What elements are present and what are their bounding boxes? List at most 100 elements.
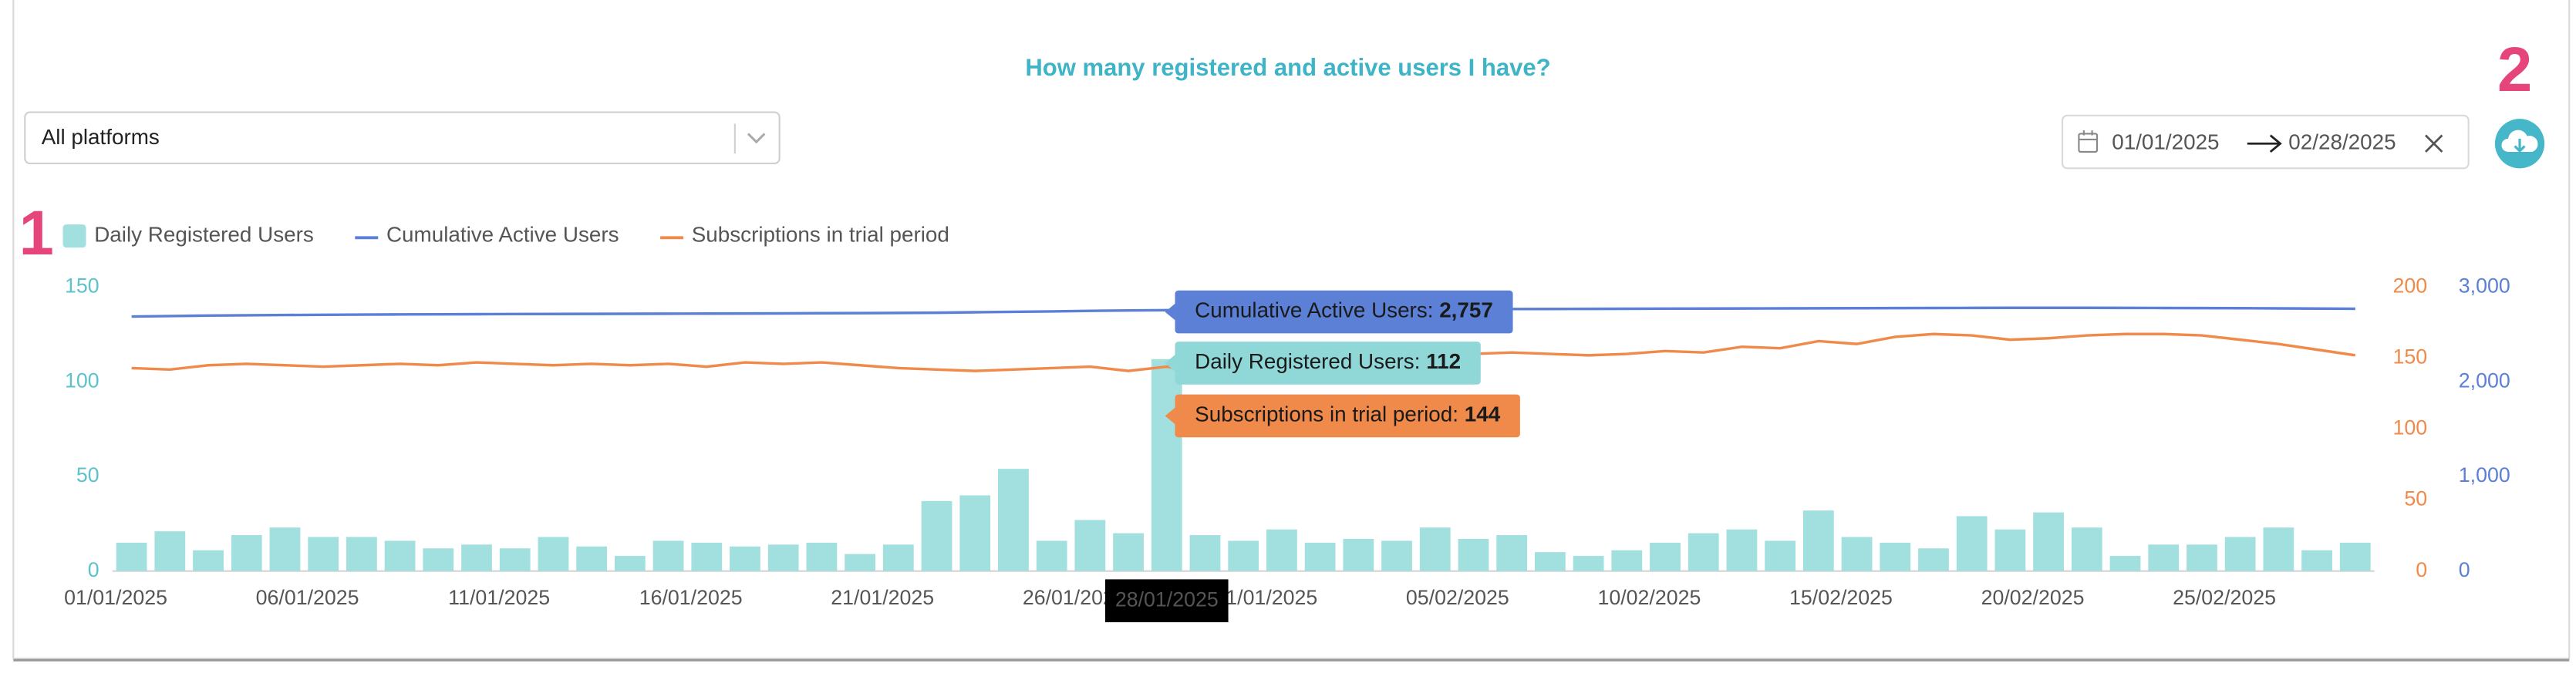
annotation-marker: 2 xyxy=(2497,35,2532,105)
clear-button[interactable] xyxy=(2425,134,2443,153)
tooltip-layer: Cumulative Active Users: 2,757 Daily Regi… xyxy=(1104,290,1520,623)
calendar-icon xyxy=(2078,130,2099,153)
tooltip-value: 112 xyxy=(1426,349,1461,373)
y-tick-label: 3,000 xyxy=(2459,274,2510,298)
bar xyxy=(2033,512,2064,571)
bar xyxy=(2071,527,2102,571)
bar xyxy=(576,546,608,571)
bar xyxy=(1611,550,1643,571)
y-tick-label: 1,000 xyxy=(2459,463,2510,486)
bar xyxy=(154,531,186,571)
bar xyxy=(2187,544,2217,571)
legend-label: Cumulative Active Users xyxy=(386,222,619,246)
x-tick-label: 06/01/2025 xyxy=(256,586,359,609)
y-tick-label: 200 xyxy=(2392,274,2427,298)
question-title: How many registered and active users I h… xyxy=(1025,54,1550,81)
bar xyxy=(1802,510,1834,571)
bar xyxy=(193,550,224,571)
tooltip-box xyxy=(1175,342,1481,385)
bar xyxy=(2109,556,2141,571)
bar xyxy=(461,544,492,571)
bar xyxy=(231,535,262,571)
x-tick-label: 15/02/2025 xyxy=(1789,586,1893,609)
bar xyxy=(1381,540,1412,571)
tooltip: Cumulative Active Users: 2,757 xyxy=(1165,290,1513,334)
y-tick-label: 150 xyxy=(65,274,99,298)
date-range-box[interactable] xyxy=(2061,114,2470,170)
chart: 0 50 100 150 0 50 100 150 200 0 1,000 2,000 3,000 Dai… xyxy=(62,222,2510,609)
bar xyxy=(1304,542,1336,571)
bar xyxy=(614,556,646,571)
bar xyxy=(806,542,838,571)
bar xyxy=(730,546,760,571)
bar xyxy=(346,537,377,571)
tooltip: Subscriptions in trial period: 144 xyxy=(1165,394,1520,438)
tooltip-text: Daily Registered Users: 112 xyxy=(1195,349,1461,373)
legend-swatch xyxy=(62,224,86,248)
x-tick-label: 21/01/2025 xyxy=(831,586,934,609)
tooltip-box xyxy=(1175,394,1520,438)
platform-select[interactable]: All platforms xyxy=(24,111,781,165)
bar xyxy=(1841,537,1873,571)
bar xyxy=(845,554,875,571)
bar xyxy=(2339,542,2371,571)
date-range[interactable]: 01/01/2025 02/28/2025 xyxy=(2061,114,2470,170)
bar xyxy=(767,544,799,571)
x-tick-label: 31/01/2025 xyxy=(1214,586,1317,609)
bar xyxy=(1228,540,1259,571)
select-value: All platforms xyxy=(42,125,160,149)
bar xyxy=(1688,533,1719,571)
bar xyxy=(691,542,723,571)
bar xyxy=(1458,538,1489,571)
y-tick-label: 100 xyxy=(65,369,99,392)
x-tick-label: 28/01/2025 xyxy=(1115,587,1219,611)
x-tick-label: 01/01/2025 xyxy=(64,586,167,609)
date-to[interactable]: 02/28/2025 xyxy=(2288,130,2396,154)
download-arrow xyxy=(2514,138,2526,153)
x-tick-label: 16/01/2025 xyxy=(639,586,743,609)
bar xyxy=(1343,538,1374,571)
bar xyxy=(1956,516,1988,571)
date-from[interactable]: 01/01/2025 xyxy=(2112,130,2219,154)
tooltip-label: Subscriptions in trial period: xyxy=(1195,402,1465,426)
y-tick-label: 2,000 xyxy=(2459,369,2510,392)
bar xyxy=(308,537,339,571)
bar xyxy=(1918,548,1949,571)
hover-date-box xyxy=(1104,579,1229,623)
bar xyxy=(882,544,914,571)
bar xyxy=(998,469,1029,571)
tooltip-value: 2,757 xyxy=(1439,298,1493,322)
tooltip-pointer xyxy=(1165,303,1175,321)
legend-label: Daily Registered Users xyxy=(94,222,314,246)
bar xyxy=(959,495,991,571)
tooltip-value: 144 xyxy=(1465,402,1501,426)
bar xyxy=(1151,359,1182,571)
bar xyxy=(1113,533,1144,571)
bar xyxy=(116,542,147,571)
tooltip-pointer xyxy=(1165,355,1175,372)
download-button[interactable] xyxy=(2494,119,2545,169)
select-box[interactable] xyxy=(24,111,781,165)
bar xyxy=(538,537,569,571)
legend-label: Subscriptions in trial period xyxy=(692,222,949,246)
x-tick-label: 11/01/2025 xyxy=(448,586,550,609)
bar xyxy=(921,500,953,571)
bar xyxy=(1534,552,1566,571)
bar xyxy=(1573,556,1604,571)
range-arrow xyxy=(2247,134,2282,153)
bar xyxy=(1994,529,2026,571)
x-tick-label: 25/02/2025 xyxy=(2173,586,2276,609)
select-chevron xyxy=(747,133,766,144)
bar xyxy=(1726,529,1758,571)
bar xyxy=(1074,520,1106,571)
bar xyxy=(1650,542,1681,571)
x-tick-label: 10/02/2025 xyxy=(1597,586,1701,609)
bar xyxy=(1036,540,1067,571)
tooltip-text: Subscriptions in trial period: 144 xyxy=(1195,402,1501,426)
y-tick-label: 0 xyxy=(2416,558,2427,581)
tooltip-pointer xyxy=(1165,407,1175,425)
y-tick-label: 50 xyxy=(2404,487,2427,510)
bar xyxy=(652,540,684,571)
tooltip: Daily Registered Users: 112 xyxy=(1165,342,1481,385)
